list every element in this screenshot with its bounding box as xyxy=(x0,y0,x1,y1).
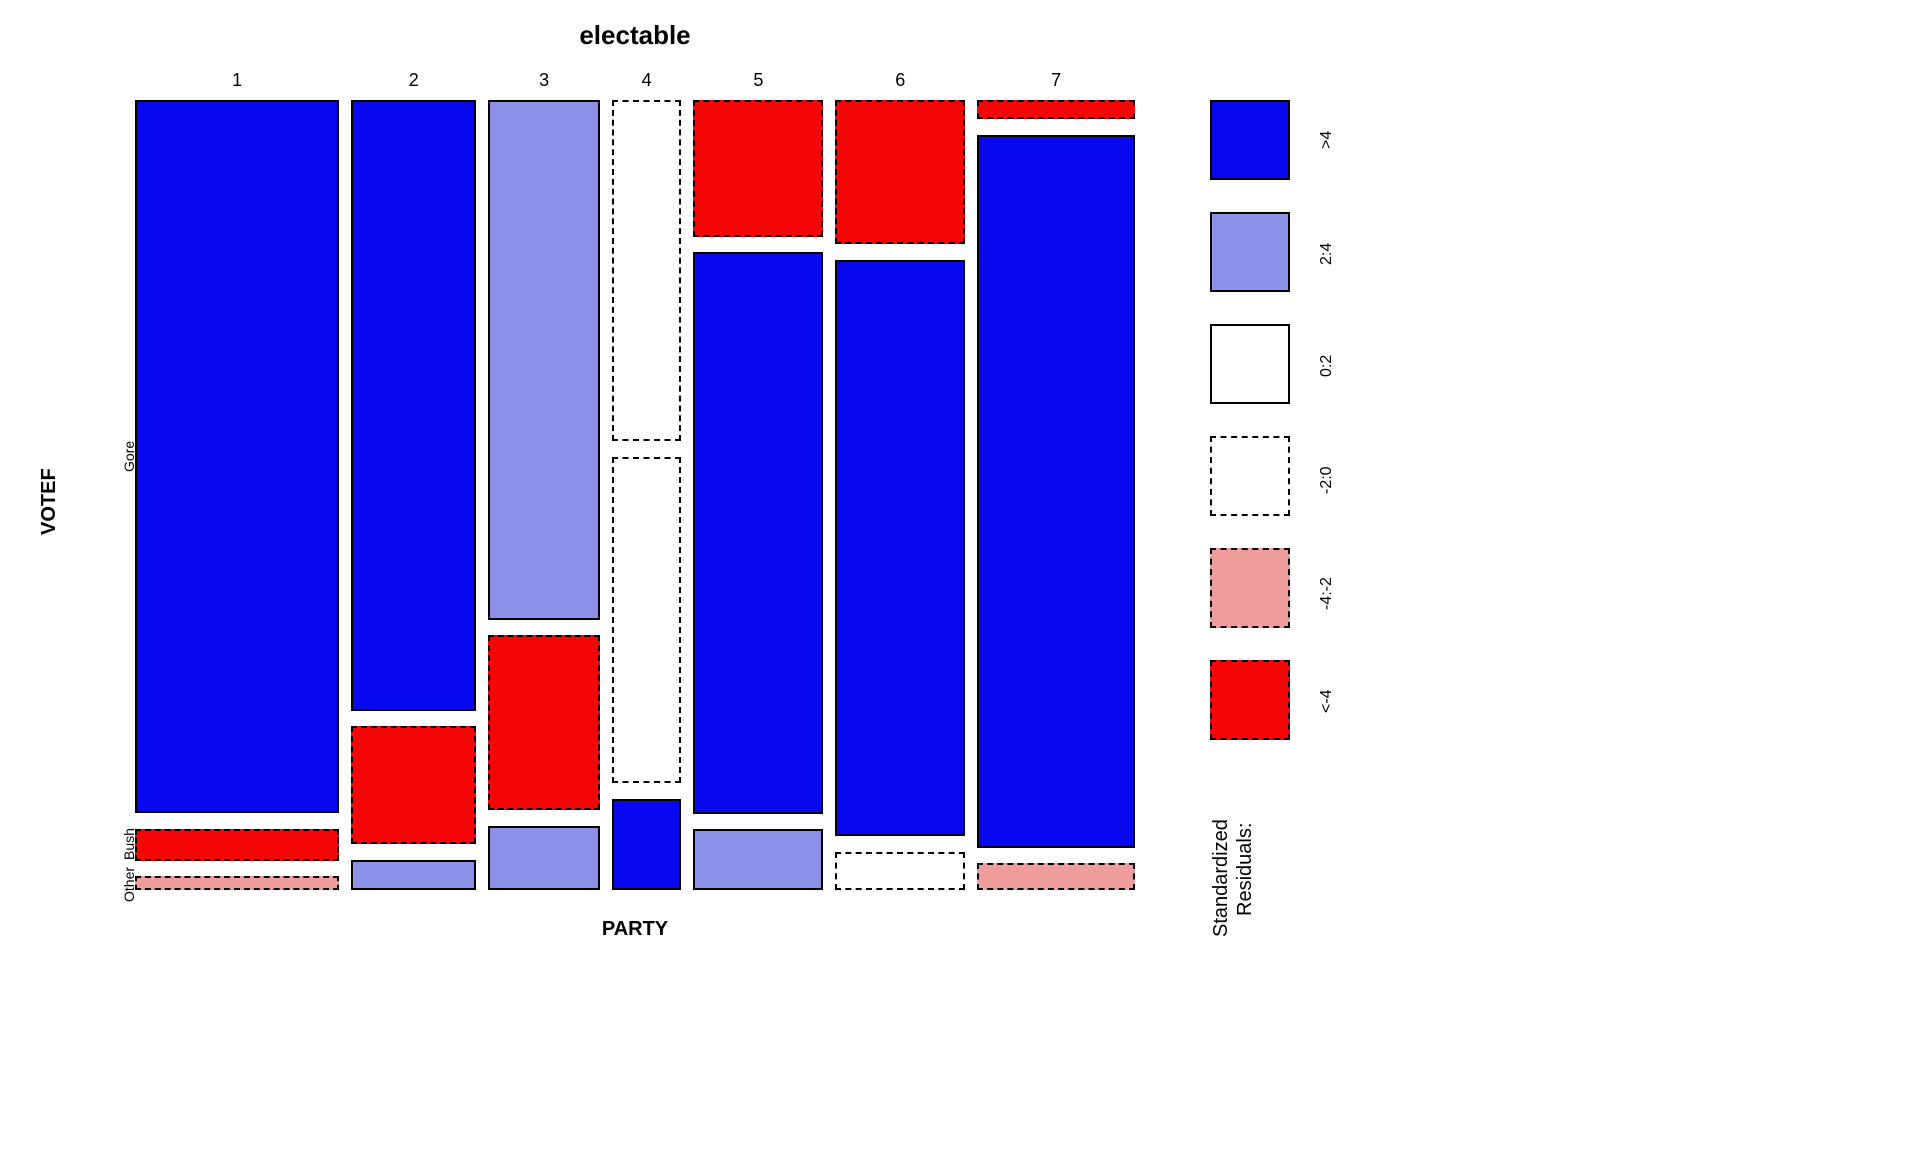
y-axis-label: VOTEF xyxy=(38,468,61,535)
mosaic-cell xyxy=(693,100,823,237)
mosaic-cell xyxy=(977,863,1135,890)
column-label: 4 xyxy=(612,70,682,91)
legend-label: >4 xyxy=(1318,131,1336,149)
chart-title: electable xyxy=(135,20,1135,51)
mosaic-cell xyxy=(835,100,965,244)
column-label: 3 xyxy=(488,70,599,91)
legend-label: 0:2 xyxy=(1318,355,1336,377)
mosaic-cell xyxy=(351,100,476,711)
mosaic-cell xyxy=(135,829,339,861)
mosaic-cell xyxy=(835,852,965,890)
legend-title-line: Residuals: xyxy=(1234,823,1257,916)
legend-label: 2:4 xyxy=(1318,243,1336,265)
mosaic-cell xyxy=(977,135,1135,848)
legend-title-line: Standardized xyxy=(1210,819,1233,937)
legend-swatch xyxy=(1210,548,1290,628)
mosaic-cell xyxy=(488,100,599,620)
mosaic-cell xyxy=(612,799,682,890)
mosaic-cell xyxy=(135,100,339,813)
mosaic-cell xyxy=(835,260,965,836)
mosaic-cell xyxy=(693,829,823,890)
column-label: 5 xyxy=(693,70,823,91)
column-label: 1 xyxy=(135,70,339,91)
mosaic-cell xyxy=(612,457,682,783)
mosaic-plot-area xyxy=(135,100,1135,890)
column-label: 2 xyxy=(351,70,476,91)
x-axis-label: PARTY xyxy=(135,918,1135,941)
mosaic-cell xyxy=(351,726,476,844)
mosaic-cell xyxy=(977,100,1135,119)
mosaic-cell xyxy=(488,826,599,890)
legend-swatch xyxy=(1210,100,1290,180)
mosaic-cell xyxy=(612,100,682,441)
mosaic-cell xyxy=(488,635,599,809)
legend-swatch xyxy=(1210,324,1290,404)
legend-swatch xyxy=(1210,212,1290,292)
legend-label: -2:0 xyxy=(1318,466,1336,494)
mosaic-cell xyxy=(693,252,823,813)
legend-label: -4:-2 xyxy=(1318,577,1336,610)
mosaic-cell xyxy=(351,860,476,890)
chart-stage: electable PARTY VOTEF 1234567 GoreBushOt… xyxy=(0,0,1920,1152)
legend-label: <-4 xyxy=(1318,690,1336,714)
column-label: 7 xyxy=(977,70,1135,91)
mosaic-cell xyxy=(135,876,339,890)
column-label: 6 xyxy=(835,70,965,91)
legend-swatch xyxy=(1210,660,1290,740)
legend-swatch xyxy=(1210,436,1290,516)
